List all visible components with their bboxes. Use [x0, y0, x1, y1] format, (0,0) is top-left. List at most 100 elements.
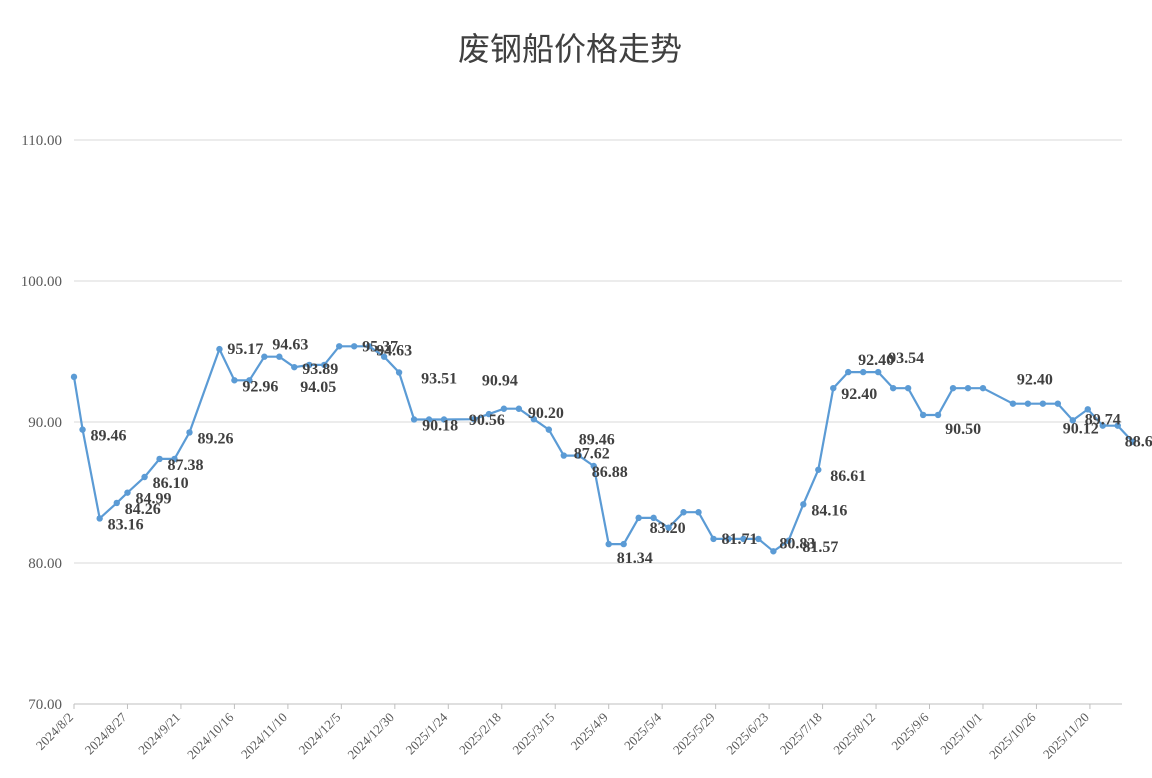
data-label: 88.60 — [1125, 434, 1152, 451]
data-point — [156, 455, 163, 463]
data-point — [1084, 406, 1091, 413]
data-point — [1129, 438, 1136, 445]
data-label: 90.56 — [469, 412, 505, 429]
y-tick-label: 110.00 — [21, 133, 62, 149]
data-point — [919, 411, 927, 419]
data-label: 90.18 — [422, 417, 458, 434]
x-tick-label: 2024/8/2 — [33, 710, 76, 753]
data-point — [725, 535, 732, 543]
data-point — [1024, 400, 1032, 407]
data-label: 92.40 — [841, 386, 877, 403]
data-point — [141, 473, 148, 481]
data-point — [830, 384, 837, 392]
data-point — [934, 411, 942, 419]
data-point — [815, 466, 822, 473]
data-point — [70, 373, 78, 381]
x-tick-label: 2025/2/18 — [456, 710, 504, 758]
y-tick-label: 90.00 — [28, 415, 62, 431]
data-point — [96, 515, 103, 522]
data-point — [560, 452, 567, 459]
data-point — [530, 415, 538, 423]
data-point — [410, 416, 418, 423]
data-point — [740, 535, 747, 543]
data-label: 86.88 — [592, 464, 628, 481]
data-point — [785, 537, 792, 545]
data-label: 89.74 — [1085, 412, 1121, 429]
data-label: 89.46 — [91, 428, 127, 445]
grid — [74, 139, 1122, 705]
data-label: 92.96 — [242, 378, 278, 395]
data-label: 86.10 — [153, 475, 189, 492]
data-point — [860, 368, 867, 376]
data-label: 83.16 — [108, 516, 144, 533]
data-point — [261, 353, 268, 360]
data-point — [306, 361, 313, 369]
y-tick-label: 70.00 — [28, 697, 62, 713]
data-label: 94.63 — [272, 337, 308, 354]
data-label: 90.94 — [482, 373, 518, 390]
data-label: 95.17 — [227, 341, 263, 358]
y-axis: 70.00 80.00 90.00 100.00 110.00 — [21, 133, 62, 713]
data-label: 80.83 — [779, 535, 815, 552]
data-point — [770, 548, 777, 555]
data-point — [276, 353, 283, 360]
data-label: 83.20 — [650, 520, 686, 537]
x-tick-label: 2025/5/29 — [670, 710, 718, 758]
data-point — [635, 514, 642, 522]
data-point — [395, 369, 403, 376]
y-tick-label: 100.00 — [21, 274, 62, 290]
series-markers — [70, 343, 1136, 555]
data-label: 81.34 — [617, 550, 653, 567]
x-tick-label: 2025/8/12 — [830, 710, 878, 758]
data-point — [979, 384, 987, 392]
x-tick-label: 2025/3/15 — [509, 710, 557, 758]
data-point — [171, 455, 178, 463]
data-point — [500, 405, 508, 412]
data-label: 84.99 — [135, 491, 171, 508]
data-point — [710, 535, 717, 543]
data-point — [425, 416, 433, 423]
data-label: 92.40 — [858, 352, 894, 369]
data-point — [545, 426, 553, 433]
data-label: 81.71 — [721, 531, 757, 548]
x-tick-label: 2024/12/30 — [344, 710, 396, 762]
data-point — [1114, 422, 1121, 429]
data-point — [470, 415, 478, 423]
data-point — [113, 499, 120, 507]
data-label: 93.54 — [888, 350, 924, 367]
x-tick-label: 2024/8/27 — [82, 709, 130, 757]
x-tick-label: 2025/10/1 — [937, 710, 985, 758]
x-tick-label: 2025/1/24 — [403, 709, 451, 757]
data-label: 89.26 — [197, 430, 233, 447]
data-point — [336, 343, 343, 350]
data-label: 87.62 — [574, 446, 610, 463]
x-tick-label: 2025/7/18 — [777, 710, 825, 758]
data-point — [620, 540, 627, 548]
data-point — [246, 377, 253, 384]
data-point — [889, 384, 897, 392]
data-point — [350, 343, 358, 350]
data-point — [680, 509, 687, 516]
data-label: 92.40 — [1017, 372, 1053, 389]
data-point — [590, 462, 597, 470]
data-label: 93.51 — [421, 371, 457, 388]
x-tick-label: 2025/10/26 — [986, 709, 1039, 762]
data-point — [1069, 417, 1077, 424]
x-tick-label: 2025/5/4 — [621, 709, 665, 753]
data-point — [695, 509, 702, 516]
chart-title: 废钢船价格走势 — [458, 30, 682, 68]
data-point — [1099, 422, 1106, 429]
data-label: 89.46 — [579, 432, 615, 449]
y-tick-label: 80.00 — [28, 556, 62, 572]
data-point — [650, 514, 657, 522]
data-label: 90.12 — [1063, 420, 1099, 437]
data-label: 84.16 — [811, 502, 847, 519]
data-point — [440, 416, 448, 423]
data-point — [605, 540, 612, 548]
data-point — [321, 361, 328, 369]
x-tick-label: 2024/11/10 — [238, 710, 290, 762]
data-label: 90.20 — [528, 405, 564, 422]
x-tick-label: 2025/11/20 — [1040, 710, 1092, 762]
data-point — [216, 345, 223, 353]
